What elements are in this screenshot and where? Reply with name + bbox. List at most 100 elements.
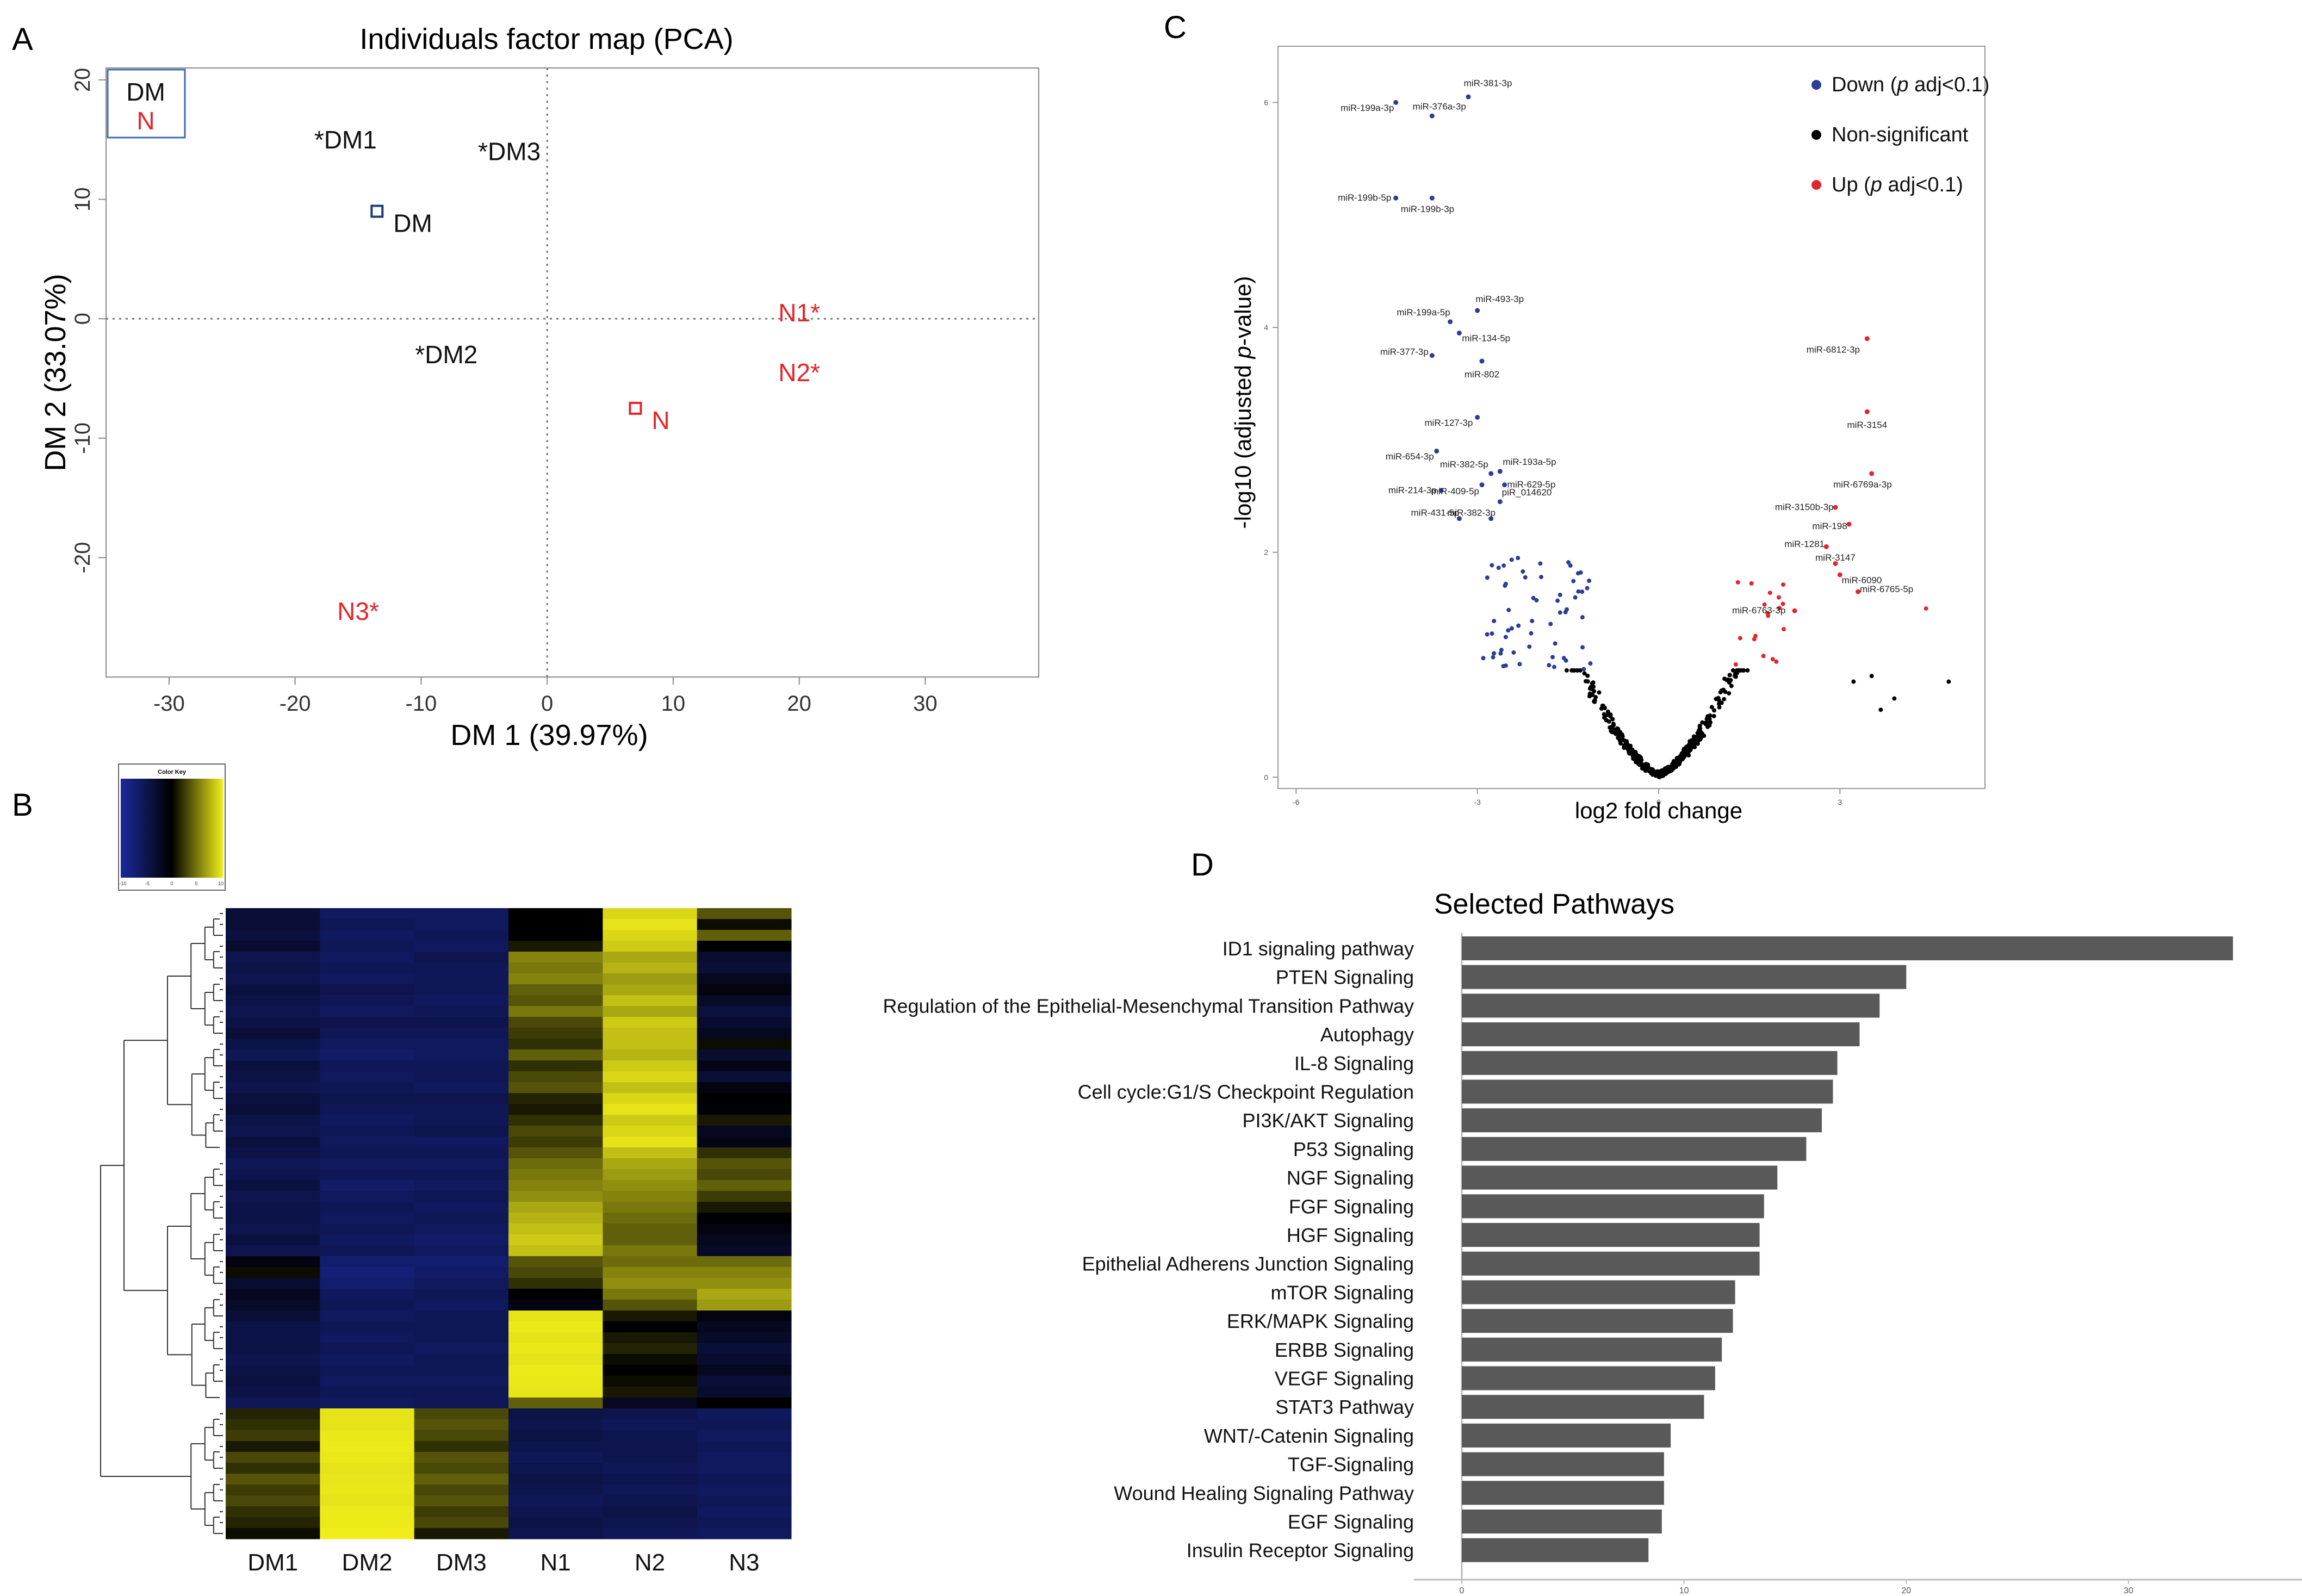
heatmap-cell	[226, 1474, 320, 1485]
heatmap-cell	[226, 1430, 320, 1442]
volcano-point-label: miR-193a-5p	[1503, 457, 1556, 467]
volcano-point	[1571, 579, 1576, 583]
heatmap-cell	[508, 1365, 603, 1376]
heatmap-cell	[414, 1528, 509, 1539]
volcano-point	[1770, 657, 1775, 662]
volcano-point	[1548, 622, 1553, 626]
heatmap-column-label: DM2	[342, 1549, 393, 1576]
volcano-point-label: miR-382-3p	[1447, 507, 1496, 518]
pca-y-tick-label: 10	[71, 187, 95, 212]
heatmap-cell	[414, 941, 509, 952]
heatmap-cell	[697, 1485, 792, 1496]
heatmap-cell	[508, 1093, 603, 1104]
heatmap-cell	[508, 1256, 603, 1268]
heatmap-cell	[697, 1408, 792, 1420]
heatmap-cell	[603, 1213, 698, 1224]
pathway-bar	[1462, 1251, 1760, 1276]
heatmap-cell	[603, 952, 698, 963]
volcano-point	[1618, 741, 1623, 746]
heatmap-cell	[603, 1332, 698, 1344]
volcano-point	[1615, 726, 1620, 731]
volcano-point	[1502, 482, 1507, 488]
volcano-point	[1488, 516, 1494, 521]
volcano-point	[1717, 705, 1722, 710]
heatmap-cell	[697, 1234, 792, 1246]
heatmap-cell	[508, 995, 603, 1007]
heatmap-cell	[603, 1463, 698, 1474]
heatmap-cell	[603, 1376, 698, 1387]
heatmap-cell	[697, 973, 792, 985]
volcano-point	[1733, 662, 1738, 667]
heatmap-cell	[226, 941, 320, 952]
volcano-point	[1634, 754, 1639, 759]
volcano-point	[1655, 772, 1660, 777]
heatmap-cell	[226, 919, 320, 930]
heatmap-cell	[320, 1213, 415, 1224]
heatmap-cell	[226, 908, 320, 920]
heatmap-cell	[320, 1321, 415, 1333]
volcano-point	[1485, 632, 1490, 637]
heatmap-cell	[508, 1430, 603, 1442]
heatmap-cell	[320, 1158, 415, 1170]
volcano-legend-label: Non-significant	[1832, 123, 1969, 146]
volcano-point	[1833, 505, 1838, 510]
volcano-point-label: miR-134-5p	[1462, 333, 1510, 344]
volcano-legend-label-post: adj<0.1)	[1909, 73, 1990, 96]
heatmap-cell	[226, 1082, 320, 1094]
volcano-point	[1509, 557, 1514, 562]
heatmap-cell	[320, 1332, 415, 1344]
heatmap-cell	[414, 952, 509, 963]
volcano-point	[1529, 631, 1534, 636]
pca-plot-frame	[106, 67, 1039, 678]
volcano-point	[1550, 655, 1555, 660]
pathway-x-tick-label: 30	[2124, 1586, 2133, 1595]
pathway-label: STAT3 Pathway	[1275, 1396, 1414, 1418]
volcano-point-label: miR-6769a-3p	[1833, 480, 1892, 490]
volcano-point	[1568, 563, 1573, 568]
volcano-point	[1530, 618, 1535, 623]
heatmap-cell	[508, 1485, 603, 1496]
pathway-bar	[1462, 1223, 1760, 1247]
volcano-point	[1645, 768, 1649, 773]
heatmap-cell	[414, 1006, 509, 1017]
heatmap-cell	[320, 1147, 415, 1159]
pca-y-tick-label: -10	[71, 423, 95, 454]
volcano-legend-marker	[1811, 180, 1821, 190]
heatmap-cell	[226, 1485, 320, 1496]
volcano-point	[1695, 741, 1700, 746]
heatmap-cell	[603, 1452, 698, 1463]
heatmap-cell	[603, 1169, 698, 1181]
volcano-point	[1869, 471, 1875, 476]
heatmap-cell	[226, 1245, 320, 1257]
heatmap-cell	[697, 1398, 792, 1409]
heatmap-cell	[697, 1278, 792, 1289]
volcano-point	[1687, 739, 1692, 744]
heatmap-column-label: DM1	[247, 1549, 298, 1576]
heatmap-cell	[603, 1115, 698, 1126]
pca-centroid-marker	[370, 204, 384, 218]
heatmap-cell	[603, 1158, 698, 1170]
volcano-point	[1498, 651, 1503, 656]
color-key-tick: -10	[119, 881, 126, 886]
volcano-legend-label: Down (p adj<0.1)	[1832, 73, 1989, 96]
heatmap-cell	[697, 1517, 792, 1529]
heatmap-cell	[603, 1049, 698, 1061]
heatmap-cell	[226, 984, 320, 996]
heatmap-cell	[603, 1191, 698, 1202]
heatmap-cell	[320, 941, 415, 952]
heatmap-cell	[603, 1071, 698, 1083]
volcano-point	[1564, 668, 1569, 673]
heatmap-cell	[697, 1213, 792, 1224]
volcano-point	[1727, 673, 1732, 678]
pathway-bar	[1462, 1280, 1735, 1305]
pca-panel: Individuals factor map (PCA) -30 -20 -10 0 1…	[39, 23, 1039, 752]
volcano-point	[1611, 721, 1616, 726]
heatmap-cell	[414, 1300, 509, 1311]
heatmap-cell	[320, 1419, 415, 1431]
heatmap-cell	[603, 941, 698, 952]
heatmap-cell	[508, 1202, 603, 1213]
heatmap-cell	[226, 1126, 320, 1137]
heatmap-cell	[320, 1365, 415, 1376]
volcano-point	[1591, 684, 1596, 689]
pathways-title: Selected Pathways	[1434, 889, 1674, 920]
